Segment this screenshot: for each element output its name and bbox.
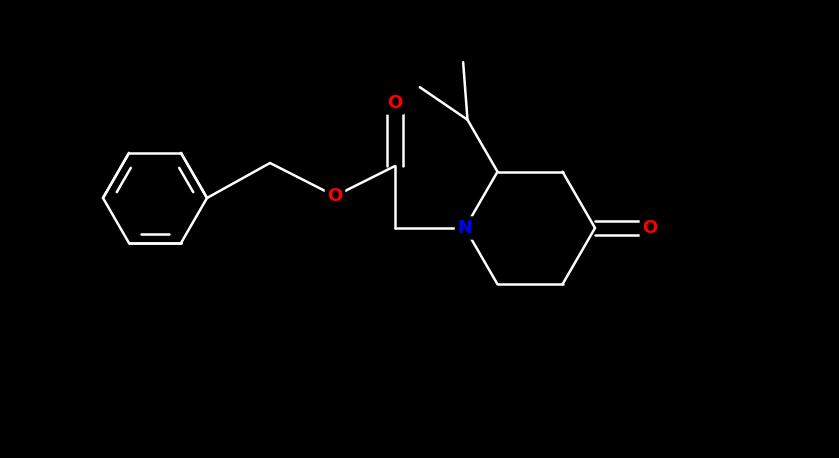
Text: O: O — [327, 187, 342, 205]
Text: O: O — [388, 94, 403, 112]
Text: N: N — [457, 219, 472, 237]
Text: O: O — [643, 219, 658, 237]
